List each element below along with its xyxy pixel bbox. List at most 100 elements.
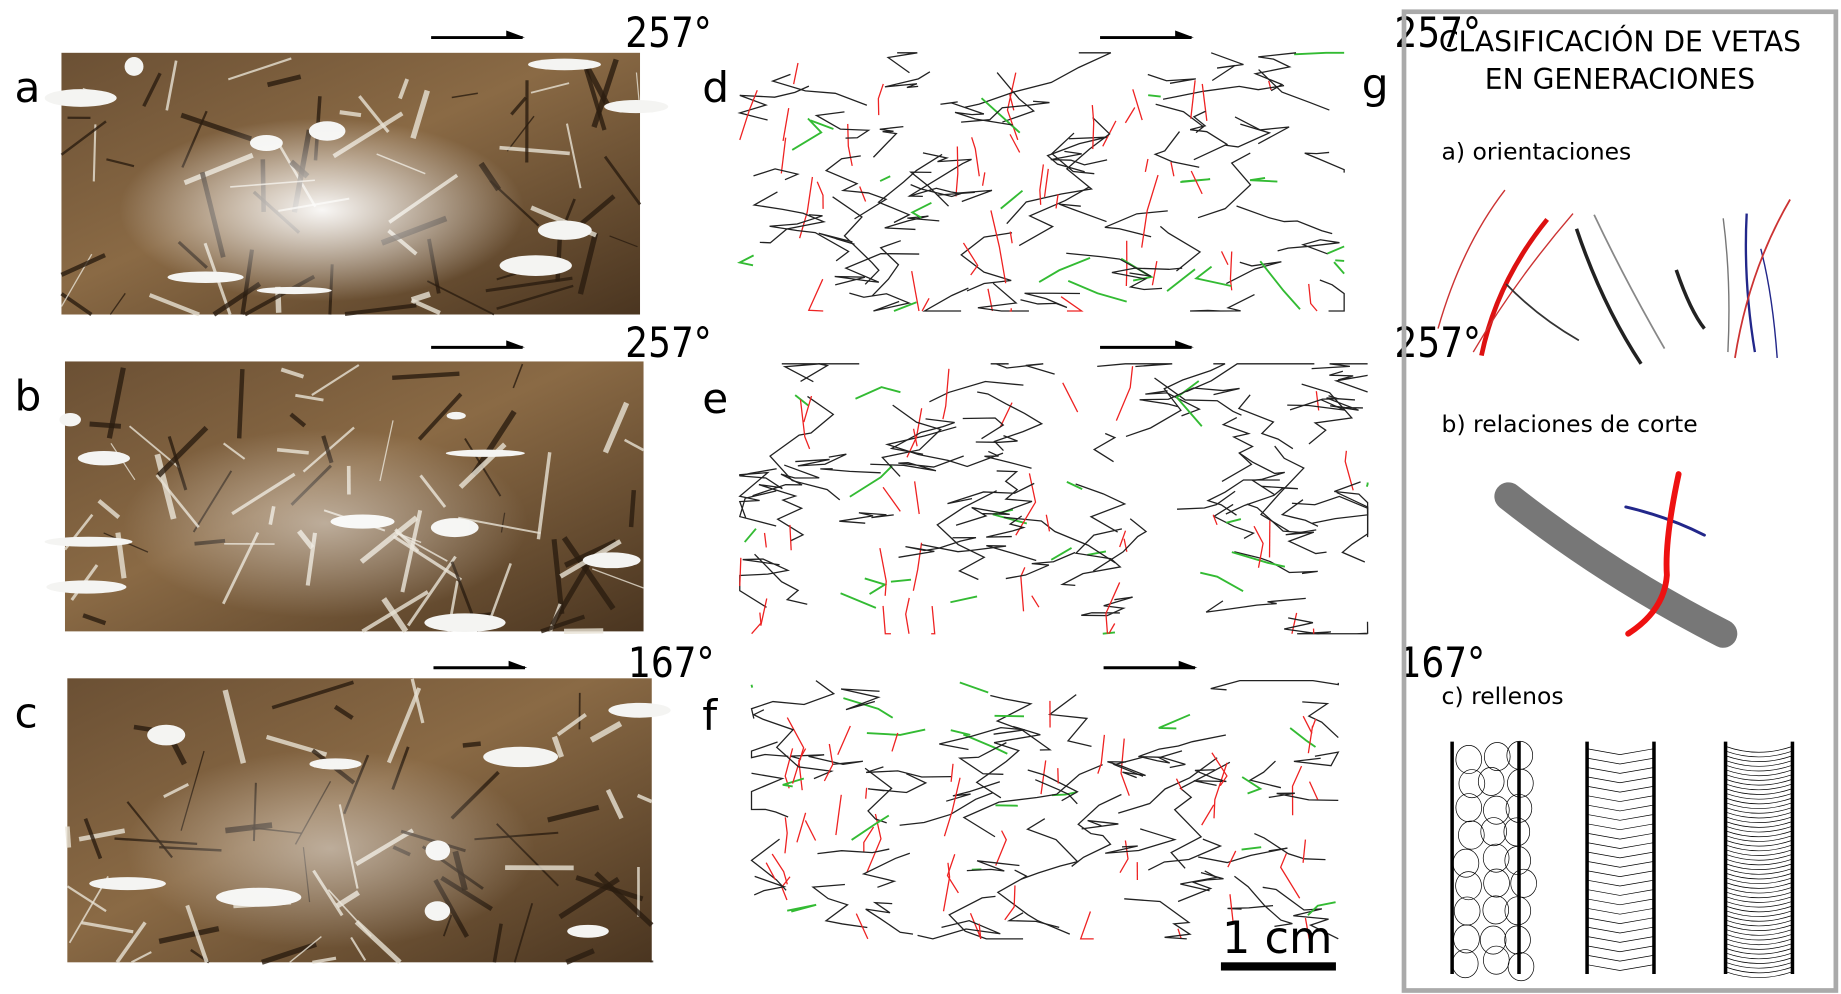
vein-trace (888, 53, 917, 73)
vein-trace (929, 382, 1023, 402)
vein-trace (880, 176, 890, 181)
vein-trace (1206, 598, 1306, 612)
vein-trace (1284, 618, 1331, 634)
vein-trace (912, 271, 919, 311)
vein-trace (1269, 81, 1271, 90)
vein-trace (1010, 134, 1020, 152)
vein-trace (866, 788, 867, 799)
vein-trace (944, 863, 950, 911)
vein-trace (820, 469, 880, 473)
vein-trace (1260, 261, 1300, 309)
vein-trace (850, 466, 892, 497)
vein-trace (826, 156, 886, 219)
vein-trace (1050, 695, 1092, 747)
direction-label: 257° (625, 319, 711, 367)
vein-trace (1237, 206, 1333, 234)
vein-trace (1177, 491, 1235, 509)
panel-label: c (15, 689, 38, 738)
grain (1480, 926, 1506, 954)
vein-trace (1098, 735, 1105, 774)
panel: c167° (15, 639, 715, 962)
vein-trace (998, 870, 1070, 934)
vein-trace (1211, 53, 1243, 81)
vein-trace (770, 396, 840, 499)
glare (65, 361, 644, 631)
panel-label: a (15, 63, 41, 112)
band (1726, 746, 1793, 752)
vein-trace (956, 146, 958, 196)
vein-trace (931, 606, 935, 634)
vein-trace (892, 733, 898, 751)
vein-trace (799, 749, 806, 791)
panel: f167° (702, 639, 1485, 938)
vein-trace (1367, 482, 1368, 486)
direction-label: 167° (1399, 639, 1485, 687)
vein-trace (1196, 267, 1231, 286)
grain (1454, 925, 1480, 953)
vein-trace (773, 74, 867, 105)
vein-trace (977, 726, 1041, 797)
vein-trace (1334, 262, 1344, 274)
vein-trace (754, 169, 798, 180)
vein-trace (754, 876, 784, 895)
vein-trace (740, 255, 754, 265)
fiber (1587, 880, 1654, 886)
fiber (1587, 786, 1654, 792)
vein-trace (983, 172, 985, 185)
vein-trace (1045, 169, 1049, 197)
fiber (1587, 824, 1654, 830)
vein-trace (1145, 391, 1199, 416)
vein-trace (855, 387, 900, 399)
vein-trace (951, 730, 970, 735)
vein-trace (817, 849, 889, 854)
legend: g CLASIFICACIÓN DE VETAS EN GENERACIONES… (1362, 12, 1836, 991)
vein-trace (1112, 268, 1182, 289)
panel: b 257° (15, 319, 712, 632)
vein-trace (1214, 763, 1227, 819)
vein-trace (991, 210, 1006, 283)
vein-trace (1093, 519, 1146, 571)
vein-trace (1250, 178, 1277, 182)
vein-trace (1327, 246, 1344, 253)
vein-trace (1239, 395, 1293, 449)
vein-trace (752, 685, 753, 688)
vein-trace (918, 921, 1001, 939)
vein-trace (1281, 853, 1300, 898)
vein-trace (1105, 829, 1174, 853)
vein-trace (925, 288, 969, 311)
vein-trace (1232, 552, 1285, 567)
fiber (1587, 749, 1654, 755)
vein-trace (1302, 702, 1338, 738)
vein-trace (1124, 899, 1190, 939)
arrow-head (506, 340, 525, 348)
section-title: b) relaciones de corte (1442, 410, 1698, 438)
fill-sketch (1452, 741, 1792, 980)
fiber (1587, 946, 1654, 952)
vein-trace (1180, 871, 1216, 891)
vein-trace (740, 558, 741, 586)
vein-trace (1250, 761, 1281, 788)
vein-trace (740, 559, 788, 607)
vein-trace (1335, 260, 1344, 261)
vein-trace (794, 63, 798, 84)
vein-trace (1337, 492, 1368, 562)
panel-label: b (15, 372, 42, 421)
vein-trace (1286, 530, 1327, 554)
vein-trace (1176, 779, 1182, 790)
vein-trace (883, 487, 900, 511)
vein-trace (1211, 681, 1339, 690)
vein-trace (1310, 782, 1318, 800)
vein-trace (1081, 911, 1094, 938)
vein-trace (1007, 118, 1110, 224)
vein-trace (950, 596, 977, 602)
arrow-head (1179, 661, 1198, 669)
vein-trace (1303, 716, 1312, 733)
vein-trace (1190, 111, 1227, 159)
vein-trace (824, 744, 832, 781)
vein-trace (1061, 297, 1082, 311)
vein-trace (1068, 281, 1126, 302)
grain (1456, 794, 1482, 822)
vein-trace (752, 742, 789, 758)
vein-trace (1082, 821, 1119, 829)
arrow-head (509, 661, 528, 669)
